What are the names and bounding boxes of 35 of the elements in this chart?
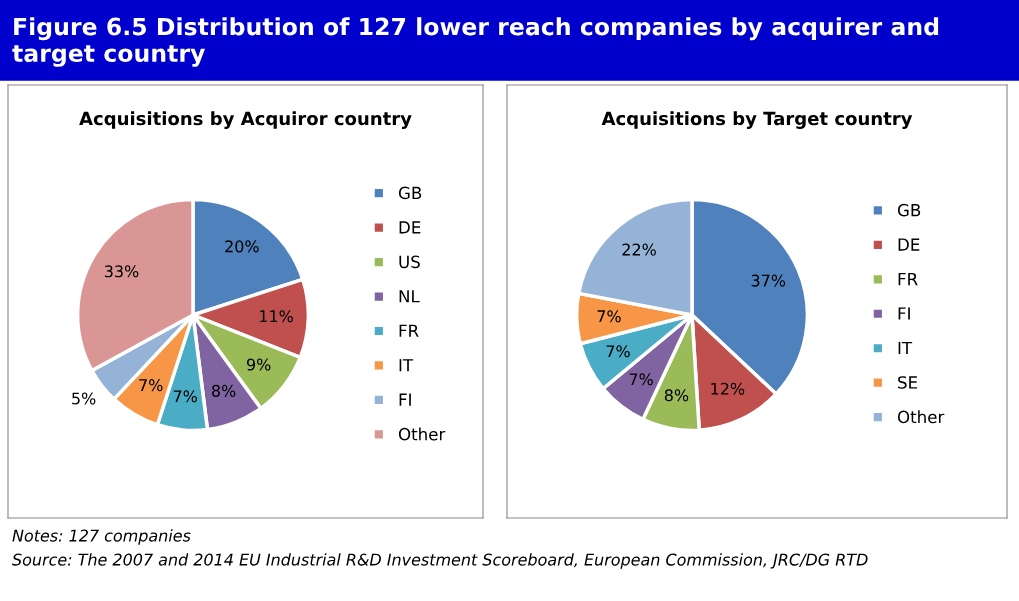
legend-label: FI [399, 393, 411, 406]
source-note: Source: The 2007 and 2014 EU Industrial R&D Investment Scoreboard, European Commission, JRC/DG RTD [12, 553, 868, 569]
legend-label: IT [399, 359, 414, 372]
data-label: 9% [246, 358, 271, 371]
legend-label: IT [898, 341, 913, 355]
legend-label: GB [398, 186, 422, 200]
data-label: 8% [212, 384, 236, 397]
data-label: 20% [225, 240, 259, 253]
legend-label: NL [399, 290, 420, 303]
legend-label: US [399, 255, 420, 269]
data-label: 12% [711, 382, 745, 395]
legend-label: GB [897, 203, 921, 217]
data-label: 22% [622, 243, 656, 256]
data-label: 7% [606, 345, 630, 358]
chart-title: Acquisitions by Target country [601, 111, 913, 129]
data-label: 5% [72, 392, 96, 405]
legend-label: DE [399, 221, 421, 234]
legend-label: SE [898, 376, 918, 389]
legend-label: DE [898, 238, 920, 251]
data-label: 11% [260, 310, 293, 323]
legend-label: FR [898, 272, 918, 286]
data-label: 7% [629, 373, 653, 386]
legend-label: FI [898, 307, 910, 320]
data-label: 7% [173, 390, 197, 403]
legend-label: FR [399, 324, 419, 337]
data-label: 37% [751, 274, 786, 287]
chart-title: Acquisitions by Acquiror country [79, 111, 412, 129]
text: Notes: 127 companies [12, 529, 191, 545]
legend-label: Other [398, 427, 446, 441]
data-label: 7% [597, 310, 621, 323]
data-label: 8% [664, 389, 689, 402]
data-label: 7% [139, 379, 163, 392]
legend-label: Other [897, 410, 945, 424]
text: Figure 6.5 Distribution of 127 lower reach companies by acquirer and target country [12, 17, 939, 67]
data-label: 33% [104, 265, 139, 278]
